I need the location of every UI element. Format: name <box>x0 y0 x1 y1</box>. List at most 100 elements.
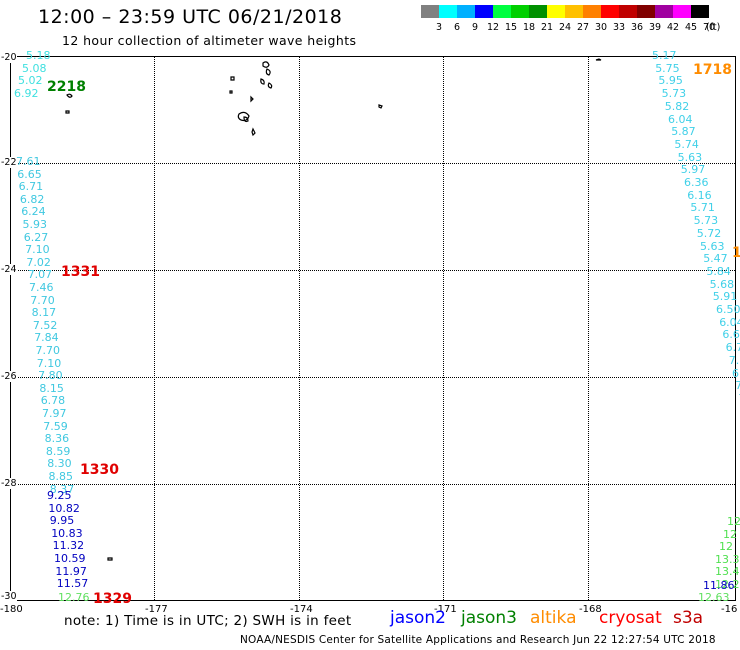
color-swatch <box>601 5 619 18</box>
credit-line: NOAA/NESDIS Center for Satellite Applica… <box>240 634 716 646</box>
grid-line-lon <box>588 57 589 600</box>
wave-height-value: 6.71 <box>18 180 44 194</box>
wave-height-value: 5.95 <box>658 74 683 88</box>
wave-height-value: 8.37 <box>49 482 75 496</box>
wave-height-value: 12.25 <box>715 578 740 591</box>
wave-height-value: 8.85 <box>48 470 74 483</box>
wave-height-value: 6.36 <box>684 176 709 189</box>
lon-label: -171 <box>434 604 457 615</box>
wave-height-value: 6.04 <box>719 315 740 329</box>
wave-height-value: 13.3 <box>715 552 740 566</box>
wave-height-value: 5.82 <box>664 99 690 113</box>
color-legend-label: 21 <box>540 22 554 33</box>
wave-height-value: 10.82 <box>48 501 80 515</box>
lat-label: -28 <box>1 478 17 489</box>
wave-height-value: 7.02 <box>26 255 51 269</box>
wave-height-value: 6.04 <box>668 112 693 126</box>
color-legend-label: 3 <box>435 22 443 33</box>
wave-height-value: 7.52 <box>32 318 58 332</box>
color-swatch <box>511 5 529 18</box>
wave-height-value: 12.63 <box>698 591 730 604</box>
wave-height-value: 10.59 <box>54 552 86 565</box>
wave-height-value: 6.7 <box>725 341 740 355</box>
wave-height-value: 12.76 <box>58 591 90 604</box>
pass-time-label: 1 <box>732 245 740 261</box>
color-legend-unit: (ft) <box>706 22 721 33</box>
wave-height-value: 5.72 <box>696 226 722 240</box>
wave-height-value: 5.74 <box>674 137 699 151</box>
wave-height-value: 12 <box>723 527 737 541</box>
color-legend-label: 9 <box>471 22 479 33</box>
color-swatch <box>673 5 691 18</box>
grid-line-lon <box>443 57 444 600</box>
sat-legend-jason2: jason2 <box>390 608 446 628</box>
sat-legend-cryosat: cryosat <box>599 608 662 628</box>
wave-height-value: 7. <box>728 353 740 367</box>
wave-height-value: 5.71 <box>690 201 715 215</box>
color-legend-label: 6 <box>453 22 461 33</box>
wave-height-value: 5.18 <box>26 49 51 62</box>
wave-height-value: 11.86 <box>703 579 735 592</box>
wave-height-value: 9.25 <box>47 489 72 502</box>
color-legend-label: 42 <box>666 22 680 33</box>
wave-height-value: 7.10 <box>36 356 62 370</box>
color-swatch <box>529 5 547 18</box>
color-legend-label: 27 <box>576 22 590 33</box>
lon-label: -168 <box>579 604 602 615</box>
wave-height-value: 6.65 <box>17 167 42 181</box>
lat-label: -26 <box>1 371 17 382</box>
color-swatch <box>619 5 637 18</box>
wave-height-value: 5.75 <box>655 61 680 75</box>
wave-height-value: 8.15 <box>39 381 64 395</box>
color-swatch <box>475 5 493 18</box>
grid-line-lat <box>11 163 735 164</box>
sat-legend-altika: altika <box>530 608 577 628</box>
color-swatch <box>421 5 439 18</box>
wave-height-value: 5.93 <box>22 218 48 231</box>
wave-height-value: 8.17 <box>31 306 57 320</box>
wave-height-value: 7.70 <box>30 293 55 307</box>
wave-height-value: 12 <box>727 515 740 528</box>
pass-time-label: 1329 <box>93 591 132 607</box>
pass-time-label: 2218 <box>47 79 86 95</box>
color-legend-label: 24 <box>558 22 572 33</box>
wave-height-value: 7. <box>735 379 740 393</box>
wave-height-value: 6. <box>732 366 740 380</box>
wave-height-value: 5.17 <box>652 49 677 62</box>
lat-label: -22 <box>1 157 17 168</box>
grid-line-lat <box>11 270 735 271</box>
wave-height-value: 5.73 <box>693 214 719 228</box>
color-legend-label: 39 <box>648 22 662 33</box>
footnote: note: 1) Time is in UTC; 2) SWH is in fe… <box>64 613 352 629</box>
wave-height-value: 11.32 <box>52 539 85 553</box>
wave-height-value: 5.08 <box>22 61 47 75</box>
pass-time-label: 1330 <box>80 462 119 478</box>
lat-label: -20 <box>1 52 17 63</box>
color-legend-label: 45 <box>684 22 698 33</box>
color-swatch <box>457 5 475 18</box>
color-swatch <box>565 5 583 18</box>
wave-height-value: 8.30 <box>47 457 72 471</box>
wave-height-value: 7.84 <box>34 331 59 345</box>
map-coastline-layer <box>65 58 602 561</box>
wave-height-value: 5.02 <box>18 74 43 88</box>
grid-line-lon <box>154 57 155 600</box>
map-panel <box>10 56 736 601</box>
color-legend-bar <box>421 5 709 18</box>
wave-height-value: 7.97 <box>42 407 67 420</box>
lat-label: -30 <box>1 591 17 602</box>
wave-height-value: 13.45 <box>715 565 740 579</box>
wave-height-value: 7.46 <box>29 281 54 294</box>
color-swatch <box>637 5 655 18</box>
wave-height-value: 7.70 <box>35 344 61 357</box>
color-swatch <box>493 5 511 18</box>
wave-height-value: 8.36 <box>44 432 70 446</box>
wave-height-value: 5.87 <box>671 125 696 139</box>
wave-height-value: 5.68 <box>709 277 735 291</box>
wave-height-value: 6.68 <box>722 328 740 342</box>
wave-height-value: 5.84 <box>706 264 731 278</box>
color-legend-label: 36 <box>630 22 644 33</box>
lon-label: -16 <box>721 604 738 615</box>
color-swatch <box>439 5 457 18</box>
color-legend-label: 30 <box>594 22 608 33</box>
